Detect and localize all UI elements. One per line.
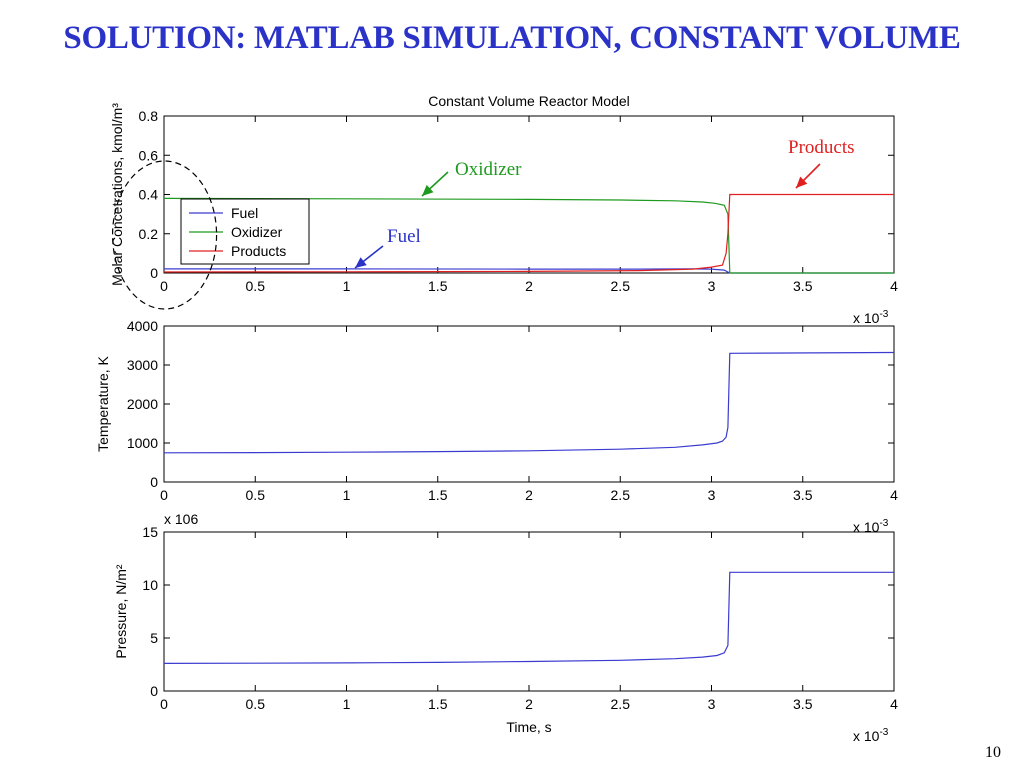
y-tick-label: 1000: [127, 435, 158, 451]
y-axis-label: Molar Concetrations, kmol/m³: [109, 103, 125, 286]
y-multiplier-label: x 106: [164, 511, 198, 527]
x-tick-label: 0.5: [246, 278, 266, 294]
x-tick-label: 1.5: [428, 696, 448, 712]
x-tick-label: 4: [890, 278, 898, 294]
temperature-chart: 0 0.5 1 1.5 2 2.5 3 3.5 4 0 1000 2000 3000 4000 Temper…: [95, 318, 898, 535]
x-multiplier-label: x 10-3: [853, 309, 889, 326]
y-tick-label: 0: [150, 683, 158, 699]
page-number: 10: [985, 744, 1001, 761]
x-tick-label: 1.5: [428, 487, 448, 503]
x-tick-label: 0.5: [246, 487, 266, 503]
legend-label-fuel: Fuel: [231, 205, 258, 221]
chart-legend: Fuel Oxidizer Products: [180, 198, 310, 265]
y-tick-label: 0: [150, 474, 158, 490]
x-tick-label: 0: [160, 487, 168, 503]
x-tick-label: 2.5: [611, 696, 631, 712]
x-tick-label: 0.5: [246, 696, 266, 712]
x-tick-label: 0: [160, 278, 168, 294]
y-tick-label: 0.4: [139, 187, 159, 203]
y-tick-label: 5: [150, 630, 158, 646]
x-tick-label: 2.5: [611, 278, 631, 294]
x-tick-label: 3.5: [793, 278, 813, 294]
x-tick-label: 1: [343, 696, 351, 712]
x-tick-label: 3: [708, 696, 716, 712]
x-tick-label: 2: [525, 278, 533, 294]
x-tick-label: 4: [890, 487, 898, 503]
chart-title: Constant Volume Reactor Model: [428, 93, 630, 109]
concentration-chart: 0 0.5 1 1.5 2 2.5 3 3.5 4 0 0.2 0.4 0.6 0.8 Constant V…: [109, 93, 898, 326]
x-tick-label: 4: [890, 696, 898, 712]
series-line-oxidizer: [163, 197, 894, 274]
y-tick-label: 15: [142, 524, 158, 540]
x-tick-label: 3.5: [793, 696, 813, 712]
x-tick-label: 1: [343, 487, 351, 503]
highlight-ellipse: [111, 160, 218, 310]
y-axis-label: Temperature, K: [95, 355, 111, 451]
series-line-products: [163, 193, 894, 273]
x-tick-label: 3: [708, 487, 716, 503]
x-tick-label: 0: [160, 696, 168, 712]
y-tick-label: 3000: [127, 357, 158, 373]
plot-area: [163, 325, 895, 483]
y-tick-label: 2000: [127, 396, 158, 412]
x-tick-label: 3.5: [793, 487, 813, 503]
annotation-fuel: Fuel: [387, 226, 421, 247]
x-tick-label: 1.5: [428, 278, 448, 294]
annotation-arrowhead-products: [796, 176, 808, 188]
y-tick-label: 0.2: [139, 226, 159, 242]
x-tick-label: 2: [525, 696, 533, 712]
legend-label-products: Products: [231, 243, 286, 259]
y-tick-label: 0.6: [139, 147, 159, 163]
plot-area: [163, 531, 895, 692]
pressure-chart: 0 0.5 1 1.5 2 2.5 3 3.5 4 0 5 10 15 Pressure, N/m² Tim…: [113, 511, 898, 744]
y-tick-label: 0: [150, 265, 158, 281]
x-multiplier-label: x 10-3: [853, 727, 889, 744]
x-tick-label: 1: [343, 278, 351, 294]
series-line-series-0: [163, 571, 894, 665]
y-axis-label: Pressure, N/m²: [113, 564, 129, 658]
y-tick-label: 10: [142, 577, 158, 593]
x-tick-label: 2: [525, 487, 533, 503]
x-tick-label: 2.5: [611, 487, 631, 503]
annotation-products: Products: [788, 137, 855, 158]
annotation-oxidizer: Oxidizer: [455, 159, 522, 180]
y-tick-label: 0.8: [139, 108, 159, 124]
x-multiplier-label: x 10-3: [853, 518, 889, 535]
annotation-layer: Oxidizer Fuel Products: [111, 137, 855, 310]
annotation-arrowhead-oxidizer: [422, 184, 434, 196]
y-tick-label: 4000: [127, 318, 158, 334]
legend-label-oxidizer: Oxidizer: [231, 224, 283, 240]
annotation-arrowhead-fuel: [355, 257, 367, 268]
series-line-series-0: [163, 351, 895, 454]
x-axis-label: Time, s: [506, 719, 551, 735]
slide-title: SOLUTION: MATLAB SIMULATION, CONSTANT VO…: [63, 20, 961, 56]
x-tick-label: 3: [708, 278, 716, 294]
